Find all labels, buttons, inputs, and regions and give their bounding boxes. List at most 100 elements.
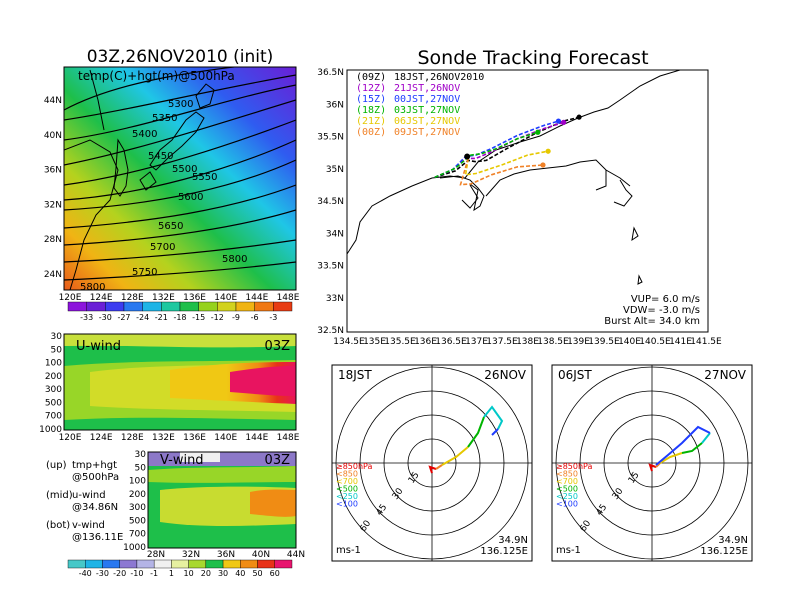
- y-tick-label: 100: [45, 359, 62, 369]
- colorbar-label: -40: [79, 569, 92, 578]
- colorbar-cell: [85, 559, 103, 569]
- x-tick-label: 128E: [121, 433, 144, 443]
- colorbar-cell: [123, 301, 143, 312]
- colorbar-cell: [67, 301, 87, 312]
- colorbar-label: -30: [99, 313, 112, 322]
- y-tick-label: 700: [45, 412, 62, 422]
- x-tick-label: 137E: [465, 337, 488, 347]
- colorbar-cell: [240, 559, 258, 569]
- x-tick-label: 120E: [59, 433, 82, 443]
- y-tick-label: 32N: [44, 200, 62, 210]
- colorbar-label: -3: [269, 313, 277, 322]
- hodo-trace: [428, 465, 437, 474]
- colorbar-cell: [235, 301, 255, 312]
- contour-label: 5800: [80, 282, 105, 293]
- launch-code: (12Z): [356, 83, 386, 94]
- colorbar-label: -24: [136, 313, 149, 322]
- y-tick-label: 1000: [123, 543, 146, 553]
- x-tick-label: 140E: [618, 337, 641, 347]
- hodo-trace: [467, 416, 485, 448]
- level-label: <100: [556, 500, 578, 509]
- level-label: ≥850hPa: [336, 462, 373, 471]
- level-label: <700: [336, 477, 358, 486]
- u-y-ticks: 30 50 100 200 300 500 700 1000: [39, 332, 62, 435]
- landing-point: [535, 129, 541, 135]
- x-tick-label: 148E: [277, 433, 300, 443]
- hodo-date: 27NOV: [704, 368, 746, 382]
- contour-label: 5650: [158, 221, 183, 232]
- y-tick-label: 100: [129, 477, 146, 487]
- y-tick-label: 36N: [326, 100, 344, 110]
- x-tick-label: 134.5E: [333, 337, 365, 347]
- height-contours: [64, 67, 296, 281]
- contour-labels: 5300 5350 5400 5450 5500 5550 5600 5650 …: [80, 99, 247, 293]
- x-tick-label: 140E: [214, 433, 237, 443]
- legend-label: (bot): [46, 520, 70, 531]
- contour-label: 5800: [222, 254, 247, 265]
- landing-point: [561, 119, 567, 125]
- launch-time: 00JST,27NOV: [394, 94, 460, 105]
- v-wind-time: 03Z: [265, 453, 291, 468]
- hodo-trace: [655, 462, 661, 468]
- colorbar-label: -30: [96, 569, 109, 578]
- y-tick-label: 1000: [39, 425, 62, 435]
- colorbar-cell: [102, 559, 120, 569]
- launch-time: 18JST,26NOV2010: [394, 72, 484, 83]
- launch-time: 21JST,26NOV: [394, 83, 460, 94]
- temp-colorbar: -33 -30 -27 -24 -21 -18 -15 -12 -9 -6 -3: [67, 301, 293, 322]
- colorbar-label: -27: [117, 313, 130, 322]
- launch-time: 06JST,27NOV: [394, 116, 460, 127]
- y-tick-label: 24N: [44, 270, 62, 280]
- colorbar-cell: [179, 301, 199, 312]
- colorbar-cell: [86, 301, 106, 312]
- legend-text: @136.11E: [72, 532, 123, 543]
- x-tick-label: 136E: [414, 337, 437, 347]
- track-line: [459, 158, 544, 186]
- x-tick-label: 136E: [183, 433, 206, 443]
- colorbar-cell: [119, 559, 138, 569]
- launch-code: (21Z): [356, 116, 386, 127]
- track-line: [434, 120, 559, 179]
- x-tick-label: 132E: [152, 433, 175, 443]
- y-tick-label: 40N: [44, 131, 62, 141]
- y-tick-label: 300: [45, 385, 62, 395]
- contour-label: 5750: [132, 267, 157, 278]
- contour-label: 5300: [168, 99, 193, 110]
- u-wind-time: 03Z: [265, 339, 291, 354]
- v-x-ticks: 28N 32N 36N 40N 44N: [147, 550, 305, 560]
- y-tick-label: 300: [129, 503, 146, 513]
- hodo-trace: [701, 432, 711, 444]
- level-label: <100: [336, 500, 358, 509]
- top-x-ticks: 120E 124E 128E 132E 136E 140E 144E 148E: [59, 293, 300, 303]
- colorbar-label: 20: [201, 569, 211, 578]
- colorbar-cell: [257, 559, 275, 569]
- wind-colorbar: -40 -30 -20 -10 -1 1 10 20 30 40 50 60: [67, 559, 293, 578]
- x-tick-label: 141.5E: [690, 337, 722, 347]
- x-tick-label: 135.5E: [384, 337, 416, 347]
- level-label: <500: [556, 485, 578, 494]
- colorbar-cell: [67, 559, 86, 569]
- hodo-date: 26NOV: [484, 368, 526, 382]
- x-tick-label: 136.5E: [435, 337, 467, 347]
- launch-code: (18Z): [356, 105, 386, 116]
- param-text: Burst Alt= 34.0 km: [604, 316, 700, 327]
- launch-code: (15Z): [356, 94, 386, 105]
- x-tick-label: 144E: [245, 293, 268, 303]
- legend-label: (mid): [46, 490, 73, 501]
- colorbar-cell: [273, 301, 293, 312]
- y-tick-label: 28N: [44, 235, 62, 245]
- colorbar-cell: [205, 559, 224, 569]
- y-tick-label: 35.5N: [317, 133, 344, 143]
- sonde-tracks: [434, 114, 582, 186]
- y-tick-label: 44N: [44, 96, 62, 106]
- y-tick-label: 30: [135, 450, 147, 460]
- colorbar-cell: [274, 559, 293, 569]
- x-tick-label: 148E: [277, 293, 300, 303]
- colorbar-cell: [136, 559, 155, 569]
- x-tick-label: 44N: [287, 550, 305, 560]
- colorbar-label: -6: [251, 313, 259, 322]
- legend-text: v-wind: [72, 520, 105, 531]
- x-tick-label: 140E: [214, 293, 237, 303]
